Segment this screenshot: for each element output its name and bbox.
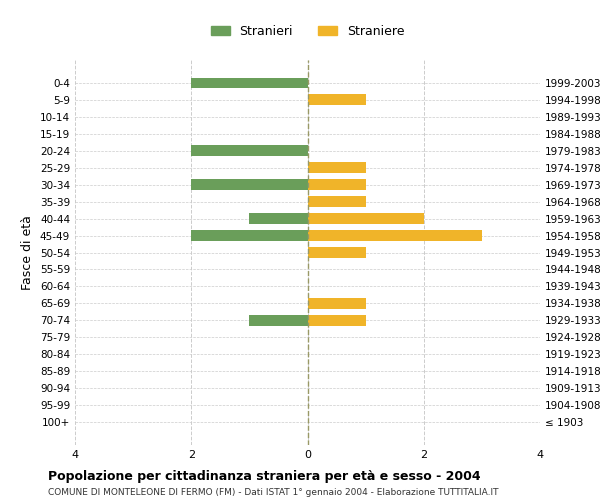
Bar [191,180,308,190]
Bar [191,78,308,88]
Bar [308,298,365,308]
Bar [191,146,308,156]
Bar [308,316,365,326]
Bar [308,94,365,104]
Text: COMUNE DI MONTELEONE DI FERMO (FM) - Dati ISTAT 1° gennaio 2004 - Elaborazione T: COMUNE DI MONTELEONE DI FERMO (FM) - Dat… [48,488,499,497]
Y-axis label: Fasce di età: Fasce di età [22,215,34,290]
Bar [308,248,365,258]
Bar [308,214,424,224]
Bar [308,196,365,206]
Bar [308,162,365,172]
Bar [250,214,308,224]
Bar [308,180,365,190]
Bar [308,230,482,240]
Bar [191,230,308,240]
Bar [250,316,308,326]
Legend: Stranieri, Straniere: Stranieri, Straniere [206,20,409,43]
Text: Popolazione per cittadinanza straniera per età e sesso - 2004: Popolazione per cittadinanza straniera p… [48,470,481,483]
